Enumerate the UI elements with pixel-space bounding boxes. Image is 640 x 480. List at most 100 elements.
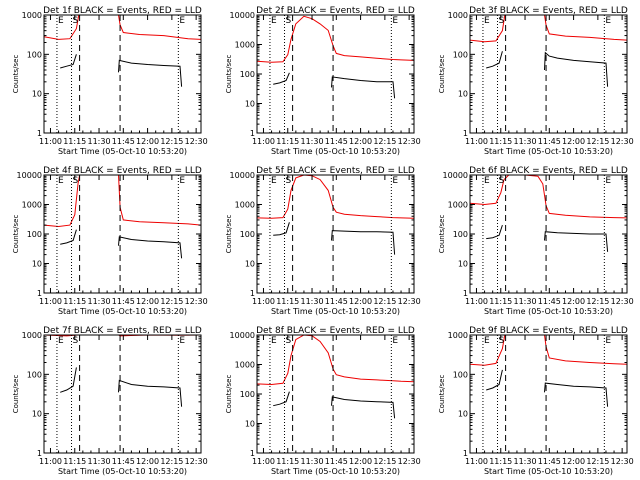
- x-tick-label: 11:15: [489, 137, 512, 146]
- x-tick-label: 12:30: [398, 297, 421, 306]
- lld-series-line: [470, 15, 627, 43]
- x-tick-label: 12:15: [373, 457, 396, 466]
- y-tick-label: 10000: [230, 171, 255, 180]
- lld-series-line: [44, 175, 201, 228]
- marker-label-e: E: [179, 16, 185, 26]
- y-tick-label: 10: [32, 410, 42, 419]
- events-series-line: [60, 229, 77, 245]
- marker-label-e: E: [392, 176, 398, 186]
- x-tick-label: 11:45: [538, 137, 561, 146]
- marker-label-s: S: [73, 336, 79, 346]
- events-series-line: [118, 379, 183, 407]
- x-tick-label: 11:00: [465, 457, 488, 466]
- x-tick-label: 11:00: [39, 137, 62, 146]
- x-tick-label: 12:30: [398, 457, 421, 466]
- chart-title: Det 2f BLACK = Events, RED = LLD: [256, 6, 415, 16]
- marker-label-e: E: [271, 336, 277, 346]
- chart-title: Det 4f BLACK = Events, RED = LLD: [43, 166, 202, 176]
- y-tick-label: 1000: [22, 11, 42, 20]
- y-tick-label: 10: [32, 260, 42, 269]
- y-tick-label: 1000: [448, 11, 468, 20]
- marker-label-e: E: [58, 16, 64, 26]
- events-series-line: [118, 59, 183, 87]
- y-axis-label: Counts/sec: [225, 375, 233, 414]
- x-tick-label: 11:30: [87, 137, 110, 146]
- y-tick-label: 1000: [235, 361, 255, 370]
- events-series-line: [331, 76, 396, 99]
- y-axis-label: Counts/sec: [225, 215, 233, 254]
- plot-frame: [43, 174, 202, 294]
- events-series-line: [544, 382, 609, 407]
- y-tick-label: 1: [37, 129, 42, 138]
- x-tick-label: 11:00: [39, 457, 62, 466]
- y-tick-label: 1: [250, 449, 255, 458]
- x-tick-label: 12:15: [586, 137, 609, 146]
- events-series-line: [331, 230, 396, 255]
- x-tick-label: 12:15: [160, 457, 183, 466]
- y-axis-label: Counts/sec: [12, 215, 20, 254]
- x-tick-label: 12:00: [136, 137, 159, 146]
- y-tick-label: 100: [27, 370, 42, 379]
- y-tick-label: 10000: [230, 11, 255, 20]
- x-tick-label: 12:30: [611, 297, 634, 306]
- y-tick-label: 1000: [448, 201, 468, 210]
- x-tick-label: 12:15: [586, 457, 609, 466]
- y-tick-label: 1000: [22, 201, 42, 210]
- marker-label-e: E: [179, 336, 185, 346]
- events-series-line: [486, 224, 503, 240]
- y-tick-label: 1: [463, 449, 468, 458]
- x-tick-label: 12:15: [160, 297, 183, 306]
- x-tick-label: 12:30: [611, 457, 634, 466]
- x-tick-label: 11:00: [465, 137, 488, 146]
- x-tick-label: 12:30: [185, 297, 208, 306]
- lld-series-line: [257, 175, 414, 219]
- x-tick-label: 11:45: [325, 457, 348, 466]
- y-tick-label: 1: [37, 449, 42, 458]
- y-tick-label: 1: [37, 289, 42, 298]
- marker-label-s: S: [499, 16, 505, 26]
- marker-label-s: S: [286, 176, 292, 186]
- y-tick-label: 10: [245, 420, 255, 429]
- plot-frame: [43, 14, 202, 134]
- marker-label-e: E: [605, 336, 611, 346]
- events-series-line: [331, 396, 396, 419]
- x-tick-label: 11:15: [276, 457, 299, 466]
- marker-label-e: E: [179, 176, 185, 186]
- x-axis-label: Start Time (05-Oct-10 10:53:20): [484, 467, 613, 476]
- x-tick-label: 11:45: [325, 297, 348, 306]
- x-tick-label: 12:00: [136, 297, 159, 306]
- x-tick-label: 12:15: [373, 137, 396, 146]
- y-tick-label: 100: [27, 50, 42, 59]
- x-tick-label: 11:00: [252, 457, 275, 466]
- lld-series-line: [470, 175, 627, 219]
- plot-frame: [469, 334, 628, 454]
- x-tick-label: 12:00: [562, 137, 585, 146]
- y-tick-label: 1000: [235, 41, 255, 50]
- y-tick-label: 10: [458, 90, 468, 99]
- y-tick-label: 10: [458, 410, 468, 419]
- marker-label-s: S: [499, 336, 505, 346]
- x-tick-label: 12:00: [349, 457, 372, 466]
- x-tick-label: 12:30: [611, 137, 634, 146]
- y-axis-label: Counts/sec: [438, 375, 446, 414]
- marker-label-e: E: [271, 16, 277, 26]
- events-series-line: [273, 391, 290, 407]
- marker-label-s: S: [286, 16, 292, 26]
- events-series-line: [544, 231, 609, 252]
- x-tick-label: 11:45: [538, 457, 561, 466]
- y-tick-label: 1000: [235, 201, 255, 210]
- chart-title: Det 9f BLACK = Events, RED = LLD: [469, 326, 628, 336]
- chart-title: Det 7f BLACK = Events, RED = LLD: [43, 326, 202, 336]
- y-tick-label: 100: [27, 230, 42, 239]
- x-tick-label: 11:45: [538, 297, 561, 306]
- x-tick-label: 11:30: [87, 457, 110, 466]
- marker-label-s: S: [73, 176, 79, 186]
- y-axis-label: Counts/sec: [12, 375, 20, 414]
- marker-label-s: S: [499, 176, 505, 186]
- y-tick-label: 100: [453, 370, 468, 379]
